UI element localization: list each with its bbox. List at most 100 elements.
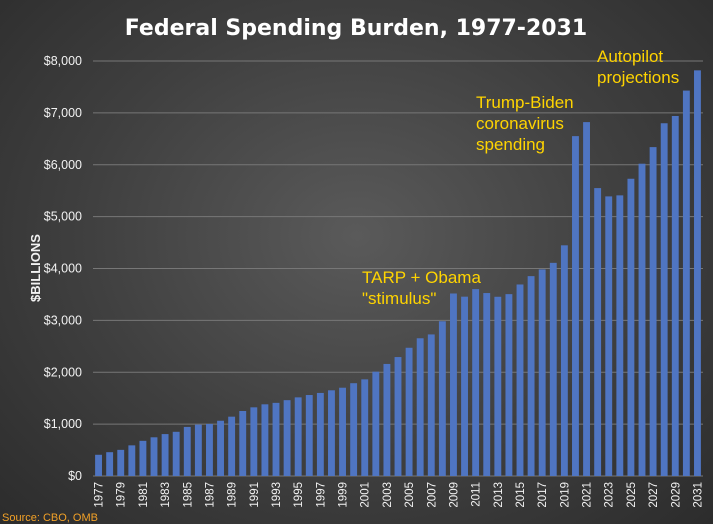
bar-2000 [350, 383, 358, 476]
bar-1978 [106, 452, 114, 476]
bar-1992 [261, 404, 269, 476]
x-tick-label: 2023 [604, 482, 616, 508]
y-tick-label: $7,000 [44, 106, 82, 120]
bar-2022 [594, 188, 602, 476]
bar-1993 [272, 402, 280, 476]
y-tick-label: $6,000 [44, 158, 82, 172]
y-tick-label: $0 [68, 469, 82, 483]
x-tick-label: 2015 [515, 482, 527, 508]
bar-1990 [239, 411, 247, 476]
bar-2021 [583, 122, 590, 477]
bar-2019 [560, 245, 568, 476]
x-tick-label: 1989 [227, 482, 239, 508]
y-tick-label: $3,000 [44, 313, 82, 327]
y-tick-label: $2,000 [44, 365, 82, 379]
bar-1989 [228, 416, 236, 476]
x-tick-label: 1983 [160, 482, 172, 508]
bar-1977 [95, 454, 102, 476]
bar-1984 [172, 431, 180, 476]
x-tick-label: 1997 [315, 482, 327, 508]
x-axis-ticks: 1977 1979 1981 1983 1985 1987 1989 1991 1993 1995… [94, 482, 705, 508]
x-tick-label: 2025 [626, 482, 638, 508]
bar-1981 [139, 440, 147, 476]
bar-2025 [627, 178, 635, 476]
y-tick-label: $8,000 [44, 54, 82, 68]
bar-2017 [538, 269, 546, 476]
bar-2029 [671, 115, 679, 477]
bar-2003 [383, 363, 391, 476]
bar-2008 [438, 321, 446, 476]
x-tick-label: 1979 [116, 482, 128, 508]
annotation-text: "stimulus" [362, 289, 436, 308]
bar-2009 [450, 293, 457, 476]
x-tick-label: 2029 [670, 482, 682, 508]
x-tick-label: 1977 [94, 482, 106, 508]
bar-1980 [128, 445, 136, 476]
y-tick-label: $1,000 [44, 417, 82, 431]
x-tick-label: 2003 [382, 482, 394, 508]
bar-2028 [660, 123, 668, 476]
bar-1996 [305, 395, 313, 476]
y-axis-label: $BILLIONS [28, 234, 43, 302]
bar-1999 [339, 387, 346, 476]
bar-1991 [250, 407, 258, 476]
x-tick-label: 2017 [537, 482, 549, 508]
bar-1987 [206, 423, 213, 476]
bar-1983 [161, 434, 169, 476]
bar-2014 [505, 294, 513, 476]
x-tick-label: 2027 [648, 482, 660, 508]
y-tick-label: $5,000 [44, 210, 82, 224]
bar-2031 [694, 70, 701, 476]
x-tick-label: 2021 [582, 482, 594, 508]
annotation-text: coronavirus [476, 114, 564, 133]
bar-2007 [427, 334, 435, 476]
annotation-text: TARP + Obama [362, 268, 481, 287]
bar-2006 [416, 338, 424, 476]
bar-1982 [150, 437, 158, 476]
bar-1979 [117, 449, 125, 476]
x-tick-label: 2007 [426, 482, 438, 508]
x-tick-label: 1981 [138, 482, 150, 508]
bar-2011 [472, 289, 480, 476]
bar-2024 [616, 195, 624, 477]
bar-2030 [682, 90, 690, 476]
x-tick-label: 2005 [404, 482, 416, 508]
bar-2012 [483, 293, 491, 476]
x-tick-label: 2001 [360, 482, 372, 508]
bar-1994 [283, 400, 291, 476]
source-note: Source: CBO, OMB [2, 512, 98, 524]
annotation-text: spending [476, 135, 545, 154]
bar-2001 [361, 379, 369, 476]
bar-1995 [294, 397, 302, 476]
annotations: TARP + Obama "stimulus" Trump-Biden coronav… [362, 47, 679, 308]
x-tick-label: 1991 [249, 482, 261, 508]
x-tick-label: 1993 [271, 482, 283, 508]
bar-1986 [194, 424, 202, 476]
bar-1988 [217, 420, 224, 476]
bar-2015 [516, 284, 524, 476]
bar-2013 [494, 296, 502, 476]
annotation-text: projections [597, 68, 679, 87]
bar-2027 [649, 147, 657, 477]
x-tick-label: 1987 [204, 482, 216, 508]
bar-1985 [183, 426, 191, 476]
annotation-text: Autopilot [597, 47, 663, 66]
x-tick-label: 2013 [493, 482, 505, 508]
bar-2016 [527, 276, 535, 476]
gridlines [93, 60, 703, 477]
bars [95, 70, 701, 477]
bar-2010 [461, 296, 468, 476]
bar-1998 [328, 390, 335, 476]
bar-2004 [394, 357, 402, 476]
x-tick-label: 2011 [471, 482, 483, 507]
bar-2026 [638, 163, 646, 476]
x-tick-label: 2009 [448, 482, 460, 508]
x-tick-label: 1999 [338, 482, 350, 508]
bar-2005 [405, 347, 413, 476]
chart-title: Federal Spending Burden, 1977-2031 [125, 16, 587, 41]
x-tick-label: 1995 [293, 482, 305, 508]
y-tick-label: $4,000 [44, 262, 82, 276]
bar-2020 [572, 136, 579, 476]
bar-1997 [316, 392, 324, 476]
